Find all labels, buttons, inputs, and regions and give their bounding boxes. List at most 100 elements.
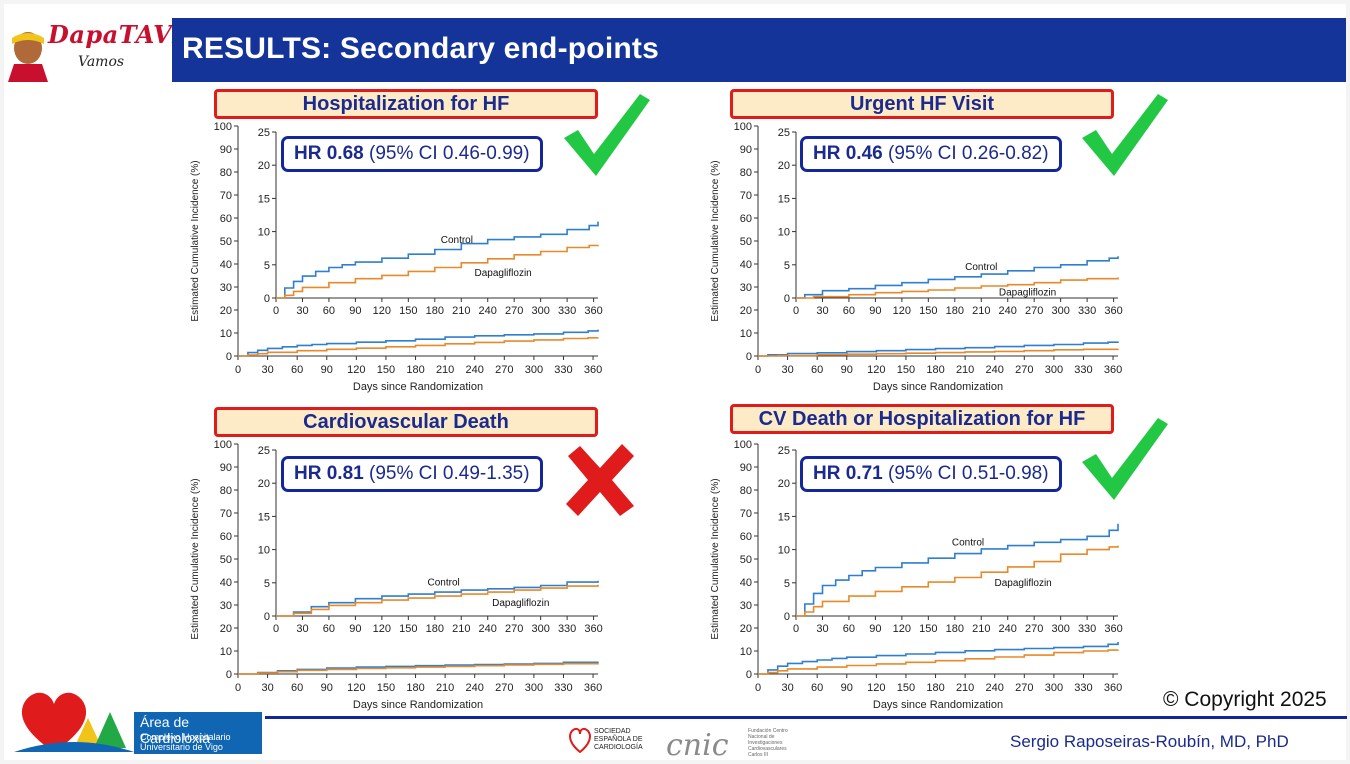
inset-x-tick-label: 120 <box>893 305 911 317</box>
inset-x-tick-label: 210 <box>972 623 990 635</box>
inset-y-tick-label: 5 <box>784 260 790 272</box>
y-tick-label: 40 <box>220 259 232 271</box>
y-tick-label: 40 <box>740 577 752 589</box>
x-tick-label: 120 <box>867 364 885 376</box>
y-tick-label: 100 <box>214 439 232 451</box>
x-tick-label: 0 <box>235 682 241 694</box>
hr-label: HR <box>813 143 841 164</box>
hr-value: 0.68 <box>326 143 364 164</box>
inset-x-tick-label: 300 <box>1051 623 1069 635</box>
x-tick-label: 330 <box>554 364 572 376</box>
area-cardioloxia-logo: Área de Cardioloxia Complexo Hospitalari… <box>14 688 264 756</box>
series-label-dapagliflozin: Dapagliflozin <box>492 598 549 609</box>
x-tick-label: 120 <box>347 682 365 694</box>
inset-x-tick-label: 360 <box>584 305 602 317</box>
dapatavi-logo: DapaTAVI Vamos <box>4 18 183 82</box>
inset-x-tick-label: 240 <box>999 623 1017 635</box>
y-axis-label: Estimated Cumulative Incidence (%) <box>710 160 721 321</box>
slide <box>4 4 1346 760</box>
hazard-ratio-box: HR 0.71 (95% CI 0.51-0.98) <box>800 456 1062 492</box>
inset-x-tick-label: 150 <box>919 305 937 317</box>
x-tick-label: 90 <box>841 364 853 376</box>
x-tick-label: 210 <box>956 682 974 694</box>
x-tick-label: 180 <box>926 682 944 694</box>
inset-x-tick-label: 330 <box>558 623 576 635</box>
inset-x-tick-label: 300 <box>531 623 549 635</box>
y-tick-label: 0 <box>226 669 232 681</box>
x-tick-label: 90 <box>321 682 333 694</box>
main-series-line-control <box>238 329 599 357</box>
y-tick-label: 30 <box>220 600 232 612</box>
inset-y-tick-label: 15 <box>778 511 790 523</box>
y-tick-label: 80 <box>220 485 232 497</box>
x-tick-label: 300 <box>525 682 543 694</box>
inset-x-tick-label: 60 <box>323 305 335 317</box>
inset-x-tick-label: 150 <box>399 305 417 317</box>
main-series-line-control <box>758 642 1119 675</box>
x-tick-label: 120 <box>347 364 365 376</box>
inset-x-tick-label: 60 <box>323 623 335 635</box>
inset-x-tick-label: 330 <box>1078 623 1096 635</box>
inset-y-tick-label: 10 <box>778 545 790 557</box>
inset-x-tick-label: 30 <box>296 305 308 317</box>
inset-y-tick-label: 5 <box>264 260 270 272</box>
y-tick-label: 80 <box>740 167 752 179</box>
x-tick-label: 60 <box>811 682 823 694</box>
y-tick-label: 60 <box>740 213 752 225</box>
series-label-control: Control <box>952 538 984 549</box>
hr-label: HR <box>813 463 841 484</box>
y-tick-label: 20 <box>220 623 232 635</box>
y-tick-label: 60 <box>220 213 232 225</box>
inset-y-tick-label: 10 <box>258 545 270 557</box>
inset-x-tick-label: 180 <box>426 305 444 317</box>
inset-x-tick-label: 300 <box>531 305 549 317</box>
y-tick-label: 50 <box>740 554 752 566</box>
y-tick-label: 20 <box>740 623 752 635</box>
inset-x-tick-label: 90 <box>869 305 881 317</box>
cross-icon <box>566 444 634 516</box>
x-tick-label: 360 <box>1104 364 1122 376</box>
main-series-line-dapagliflozin <box>758 649 1119 675</box>
x-axis-label: Days since Randomization <box>873 381 1003 393</box>
hr-value: 0.81 <box>326 463 364 484</box>
inset-x-tick-label: 270 <box>1025 305 1043 317</box>
x-tick-label: 30 <box>781 682 793 694</box>
sec-heart-icon <box>569 727 591 754</box>
y-tick-label: 50 <box>740 236 752 248</box>
y-tick-label: 0 <box>746 351 752 363</box>
sec-logo: SOCIEDAD ESPAÑOLA DE CARDIOLOGÍA <box>568 724 658 760</box>
check-icon <box>1082 418 1168 500</box>
y-axis-label: Estimated Cumulative Incidence (%) <box>190 478 201 639</box>
series-label-dapagliflozin: Dapagliflozin <box>474 268 531 279</box>
inset-x-tick-label: 60 <box>843 305 855 317</box>
x-tick-label: 240 <box>466 682 484 694</box>
inset-x-tick-label: 30 <box>816 305 828 317</box>
inset-x-tick-label: 180 <box>946 305 964 317</box>
inset-y-tick-label: 25 <box>258 445 270 457</box>
y-tick-label: 70 <box>740 508 752 520</box>
y-tick-label: 10 <box>220 328 232 340</box>
cnic-small-text: Fundación Centro Nacional de Investigaci… <box>748 728 788 758</box>
inset-x-tick-label: 210 <box>452 623 470 635</box>
hr-value: 0.71 <box>845 463 883 484</box>
y-tick-label: 0 <box>746 669 752 681</box>
area-title: Área de Cardioloxia <box>140 714 211 746</box>
x-tick-label: 210 <box>956 364 974 376</box>
y-tick-label: 70 <box>220 508 232 520</box>
hr-ci: (95% CI 0.49-1.35) <box>369 463 530 484</box>
inset-y-tick-label: 15 <box>778 193 790 205</box>
y-tick-label: 10 <box>220 646 232 658</box>
series-label-control: Control <box>965 262 997 273</box>
inset-x-tick-label: 270 <box>1025 623 1043 635</box>
x-tick-label: 360 <box>1104 682 1122 694</box>
x-tick-label: 360 <box>584 364 602 376</box>
main-series-line-dapagliflozin <box>238 662 599 675</box>
inset-x-tick-label: 120 <box>373 623 391 635</box>
x-tick-label: 150 <box>377 364 395 376</box>
y-tick-label: 60 <box>740 531 752 543</box>
x-tick-label: 360 <box>584 682 602 694</box>
